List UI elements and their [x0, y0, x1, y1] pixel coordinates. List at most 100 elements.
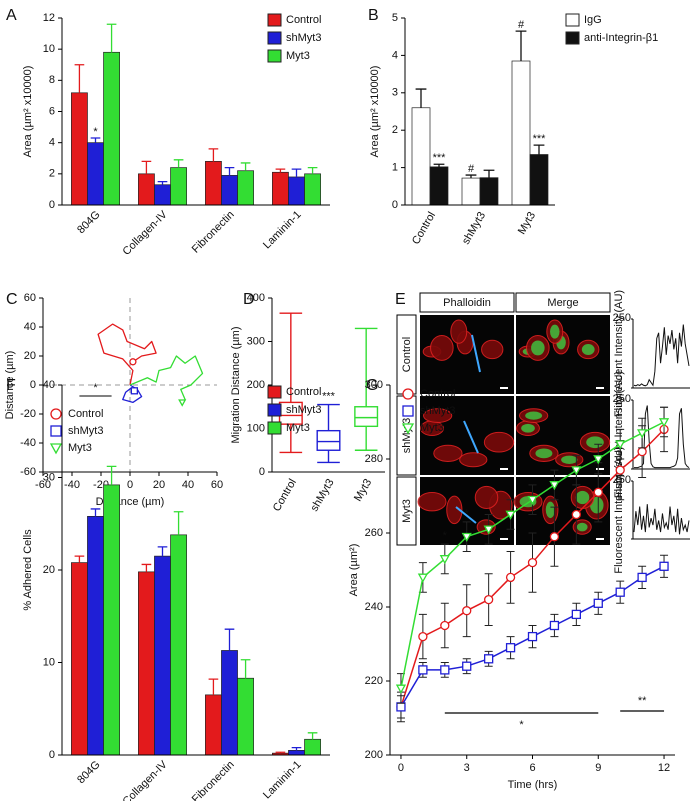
legend-label: shMyt3: [420, 405, 455, 417]
intensity-profile: [633, 324, 690, 387]
y-axis-label: % Adhered Cells: [22, 529, 34, 611]
x-tick-label: 3: [464, 762, 470, 774]
profile-line: [471, 334, 481, 373]
y-tick-label: 2: [49, 168, 55, 180]
y-tick-label: 100: [247, 422, 265, 434]
nucleus: [575, 490, 590, 505]
y-tick-label: 40: [43, 379, 55, 391]
x-tick-label: 9: [595, 762, 601, 774]
error-bar: [307, 166, 318, 174]
bar: [138, 173, 155, 206]
marker: [549, 481, 560, 491]
marker: [439, 555, 450, 565]
y-tick-label: 280: [365, 453, 383, 465]
row-label: Control: [401, 337, 413, 372]
marker: [402, 388, 414, 400]
x-tick-label: -60: [35, 479, 51, 491]
x-tick-label: Collagen-IV: [121, 758, 171, 801]
annotation: **: [638, 695, 647, 707]
y-tick-label: 0: [30, 379, 36, 391]
error-bar: [515, 30, 527, 62]
error-bar: [224, 628, 235, 651]
x-tick-label: Control: [271, 477, 299, 514]
annotation: ***: [533, 133, 547, 145]
error-bar: [415, 88, 427, 108]
error-bar: [90, 137, 101, 143]
error-bar: [307, 732, 318, 740]
nucleus: [581, 343, 595, 355]
annotation: *: [465, 508, 470, 520]
error-bar: [173, 511, 184, 535]
y-tick-label: 400: [247, 292, 265, 304]
x-tick-label: Laminin-1: [261, 209, 304, 252]
intensity-profile: [634, 405, 690, 469]
annotation: *: [443, 530, 448, 542]
cell: [430, 334, 454, 361]
y-tick-label: 5: [392, 12, 398, 24]
bar: [529, 154, 549, 206]
x-tick-label: 40: [182, 479, 194, 491]
x-tick-label: 20: [153, 479, 165, 491]
trajectory: [97, 323, 157, 386]
legend-label: Myt3: [286, 422, 310, 434]
marker: [418, 631, 428, 642]
error-bar: [141, 563, 152, 572]
y-tick-label: 20: [24, 350, 36, 362]
cell: [483, 431, 515, 453]
box: [354, 406, 379, 428]
panel-letter: G: [366, 377, 378, 394]
error-bar: [224, 166, 235, 176]
legend-swatch: [267, 421, 282, 435]
x-tick-label: 804G: [75, 209, 103, 237]
bar: [103, 484, 120, 756]
intensity-profile: [633, 504, 690, 535]
error-bar: [106, 23, 117, 53]
y-tick-label: -60: [20, 466, 36, 478]
profile-line: [455, 506, 477, 524]
marker: [637, 572, 647, 583]
x-tick-label: 6: [529, 762, 535, 774]
cell: [474, 485, 499, 510]
marker: [527, 495, 538, 506]
y-tick-label: 0: [49, 199, 55, 211]
marker: [637, 446, 647, 457]
x-tick-label: shMyt3: [308, 477, 336, 514]
annotation: *: [93, 126, 98, 138]
bar: [511, 60, 531, 206]
y-tick-label: 20: [43, 564, 55, 576]
bar: [429, 166, 449, 206]
marker: [505, 510, 516, 520]
error-bar: [275, 168, 286, 173]
cell: [433, 444, 463, 462]
marker: [462, 606, 472, 616]
nucleus: [521, 423, 535, 433]
bar: [154, 555, 171, 756]
profile-tick-label: 250: [613, 393, 631, 405]
marker: [484, 594, 494, 605]
legend-swatch: [267, 13, 282, 27]
error-bar: [465, 174, 477, 179]
bar: [170, 167, 187, 206]
bar: [87, 142, 104, 206]
y-tick-label: 8: [49, 74, 55, 86]
x-tick-label: Control: [410, 210, 438, 247]
marker: [50, 408, 62, 420]
y-tick-label: 240: [365, 601, 383, 613]
bar: [71, 562, 88, 756]
bar: [154, 184, 171, 206]
marker: [615, 465, 625, 475]
y-tick-label: 10: [43, 43, 55, 55]
annotation: *: [93, 382, 98, 394]
nucleus: [535, 448, 553, 459]
bar: [87, 515, 104, 756]
y-tick-label: 0: [392, 199, 398, 211]
profile-y-label: Fluorescent Intensity (AU): [613, 446, 625, 573]
error-bar: [275, 751, 286, 754]
bar: [170, 534, 187, 756]
marker: [461, 532, 472, 543]
annotation: #: [518, 19, 525, 31]
legend-swatch: [267, 385, 282, 399]
panel-letter: C: [6, 291, 18, 308]
legend-swatch: [267, 403, 282, 417]
x-tick-label: 12: [658, 762, 670, 774]
